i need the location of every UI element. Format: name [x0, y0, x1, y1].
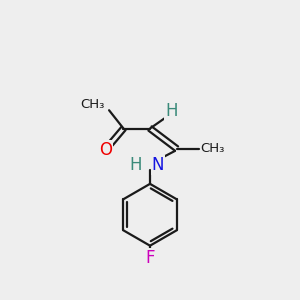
Text: F: F — [145, 249, 155, 267]
Text: CH₃: CH₃ — [81, 98, 105, 111]
Text: H: H — [129, 156, 142, 174]
Text: N: N — [152, 156, 164, 174]
Text: O: O — [99, 141, 112, 159]
Text: CH₃: CH₃ — [201, 142, 225, 155]
Text: H: H — [165, 102, 178, 120]
